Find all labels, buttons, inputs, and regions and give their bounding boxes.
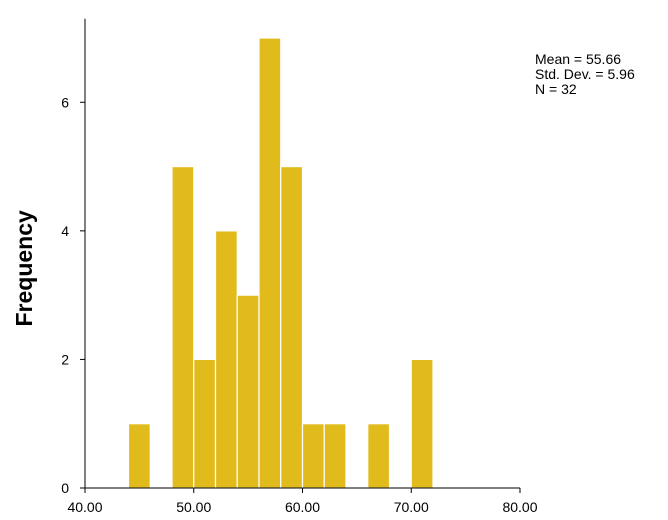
histogram-bar [323,423,347,489]
x-tick-label: 50.00 [176,499,211,515]
y-tick-label: 4 [61,223,69,239]
histogram-bar [280,165,304,489]
y-tick-label: 6 [61,94,69,110]
histogram-bar [410,358,434,489]
y-axis-label: Frequency [11,210,37,327]
ticks-layer: 0 2 4 6 40.00 50.00 60.00 70.00 80.00 [61,94,538,515]
y-tick-label: 0 [61,480,69,496]
bars-layer [127,37,434,489]
histogram-bar [367,423,391,489]
n-stat: N = 32 [535,81,577,97]
y-tick-label: 2 [61,351,69,367]
mean-stat: Mean = 55.66 [535,51,622,67]
histogram-bar [258,37,282,489]
histogram-bar [171,165,195,489]
x-tick-label: 60.00 [285,499,320,515]
stats-box: Mean = 55.66 Std. Dev. = 5.96 N = 32 [535,52,635,97]
histogram-bar [214,230,238,489]
x-tick-label: 80.00 [502,499,537,515]
x-tick-label: 70.00 [394,499,429,515]
histogram-bar [236,294,260,489]
x-tick-label: 40.00 [67,499,102,515]
histogram-bar [301,423,325,489]
histogram-bar [193,358,217,489]
histogram-bar [127,423,151,489]
std-dev-stat: Std. Dev. = 5.96 [535,66,635,82]
